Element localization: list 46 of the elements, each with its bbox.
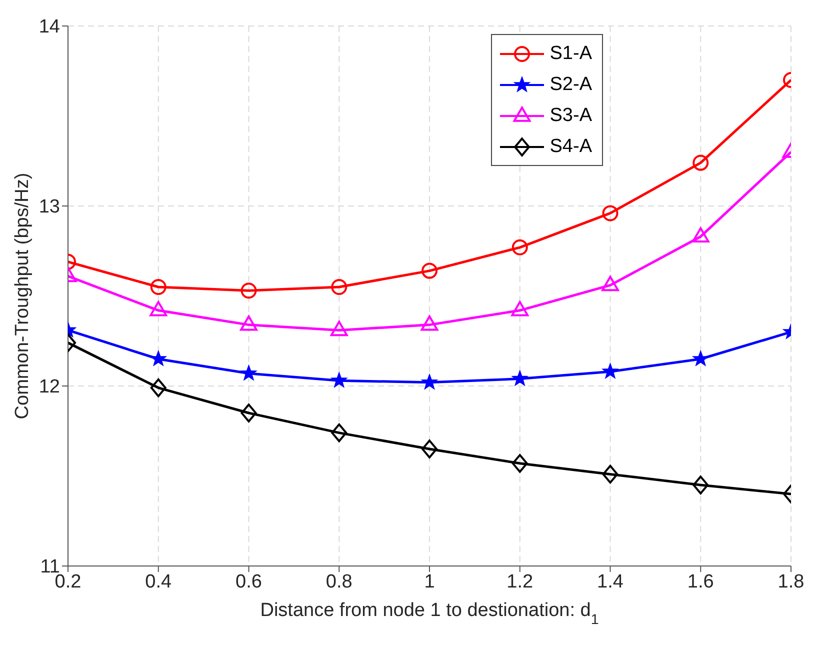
- point: [602, 464, 618, 484]
- point: [331, 372, 347, 388]
- point: [240, 315, 258, 331]
- point: [602, 363, 618, 378]
- point: [240, 365, 257, 380]
- point: [330, 320, 348, 336]
- x-tick-label: 0.8: [326, 571, 352, 592]
- point: [150, 279, 166, 295]
- point: [692, 350, 708, 366]
- x-tick-label: 0.6: [236, 571, 262, 592]
- x-tick-label: 1.8: [778, 571, 804, 592]
- point: [512, 370, 528, 386]
- y-axis-title: Common-Troughput (bps/Hz): [12, 172, 33, 420]
- point: [692, 476, 709, 494]
- point: [602, 276, 619, 292]
- point: [240, 404, 257, 422]
- point: [331, 423, 348, 442]
- y-tick-label: 13: [38, 196, 60, 218]
- x-tick-label: 1: [424, 571, 435, 592]
- legend-label: S1-A: [550, 42, 592, 64]
- point: [150, 301, 168, 316]
- legend-label: S4-A: [550, 136, 592, 158]
- y-tick-label: 12: [38, 376, 60, 398]
- point: [422, 374, 438, 390]
- x-tick-label: 0.4: [145, 571, 172, 592]
- point: [422, 262, 438, 279]
- point: [692, 154, 709, 171]
- point: [692, 227, 710, 242]
- x-tick-label: 0.2: [54, 571, 82, 592]
- point: [511, 301, 529, 316]
- point: [150, 378, 166, 398]
- point: [331, 279, 348, 295]
- point: [512, 239, 528, 256]
- legend-label: S3-A: [550, 104, 592, 126]
- point: [602, 205, 618, 222]
- point: [240, 282, 257, 299]
- point: [150, 350, 166, 366]
- x-tick-label: 1.6: [687, 571, 714, 592]
- point: [422, 440, 438, 458]
- x-axis-title: Distance from node 1 to destionation: d$_{1}$: [260, 600, 599, 628]
- y-tick-label: 14: [38, 16, 60, 38]
- point: [512, 454, 528, 473]
- x-tick-label: 1.2: [506, 571, 534, 592]
- x-tick-label: 1.4: [597, 571, 624, 592]
- legend-label: S2-A: [550, 74, 592, 96]
- point: [420, 315, 438, 331]
